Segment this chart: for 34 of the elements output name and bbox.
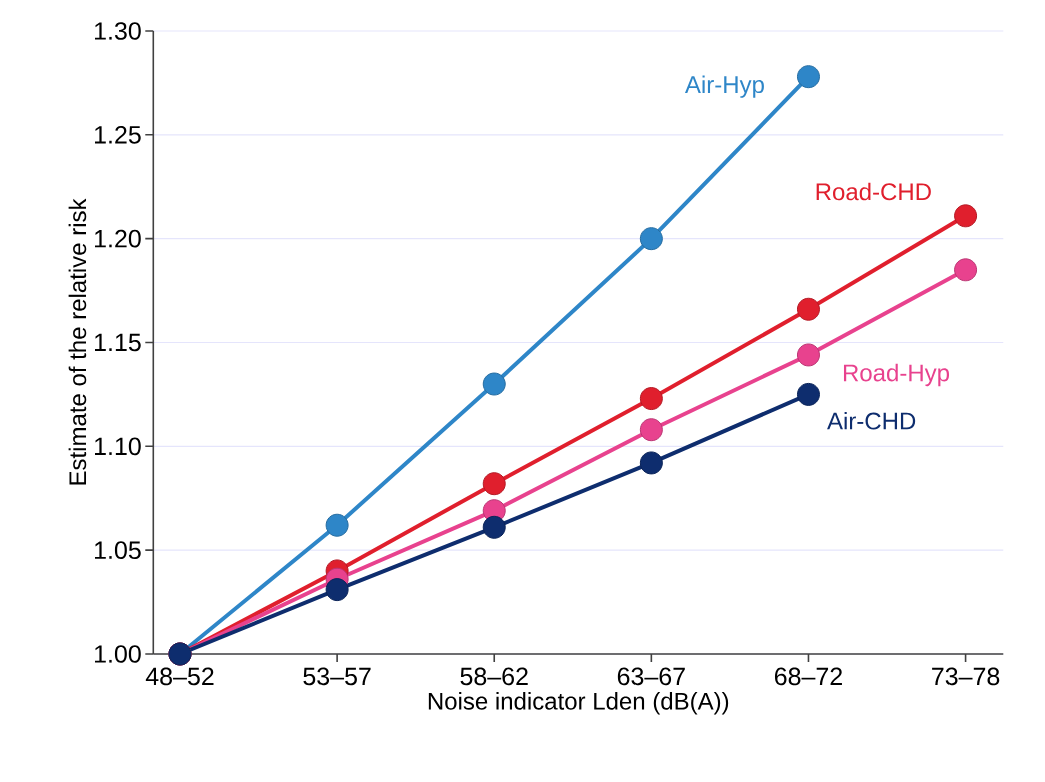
point <box>639 227 663 251</box>
point <box>796 297 820 321</box>
point <box>639 387 663 411</box>
point <box>325 513 349 537</box>
y-tick-label: 1.05 <box>95 541 141 560</box>
x-tick-label: 68–72 <box>774 667 842 686</box>
point <box>482 372 506 396</box>
point <box>796 343 820 367</box>
series-label: Road-CHD <box>816 182 931 201</box>
point <box>482 472 506 496</box>
point <box>954 258 978 282</box>
y-tick-label: 1.25 <box>95 125 141 144</box>
point <box>639 451 663 475</box>
x-tick-label: 48–52 <box>145 667 214 686</box>
y-tick-label: 1.10 <box>95 437 141 456</box>
point <box>325 578 349 602</box>
point <box>796 382 820 406</box>
x-axis-title: Noise indicator Lden (dB(A)) <box>428 692 729 715</box>
point <box>639 418 663 442</box>
y-tick-label: 1.30 <box>95 22 141 40</box>
y-tick-label: 1.15 <box>95 333 141 352</box>
series-label: Air-CHD <box>827 411 916 430</box>
series-label: Road-Hyp <box>843 363 950 387</box>
point <box>482 515 506 539</box>
point <box>796 65 820 89</box>
x-tick-label: 53–57 <box>303 667 371 686</box>
x-tick-label: 73–78 <box>932 667 1000 686</box>
legend-label: Air-Hyp <box>684 75 764 98</box>
y-axis-title: Estimate of the relative risk <box>68 198 87 485</box>
y-tick-label: 1.20 <box>95 229 141 248</box>
point <box>954 204 978 228</box>
x-tick-label: 58–62 <box>460 667 528 686</box>
y-tick-label: 1.00 <box>95 645 141 663</box>
x-tick-label: 63–67 <box>617 667 685 686</box>
